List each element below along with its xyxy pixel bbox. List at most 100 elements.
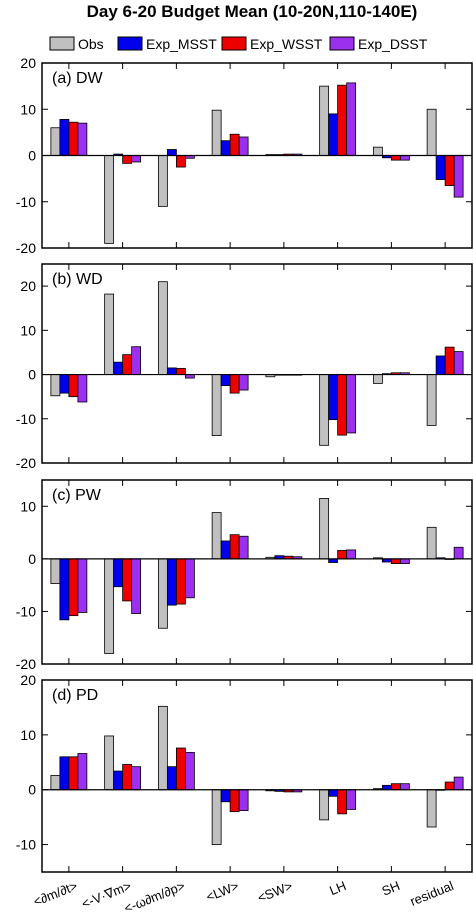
bar-exp-wsst-6 bbox=[337, 550, 348, 560]
bar-exp-dsst-7 bbox=[399, 155, 410, 161]
bar-exp-dsst-8 bbox=[453, 546, 464, 560]
y-tick-label: -10 bbox=[16, 194, 36, 210]
bar-exp-wsst-3 bbox=[175, 747, 186, 791]
y-tick-label: 0 bbox=[28, 782, 36, 798]
bar-exp-dsst-6 bbox=[346, 82, 357, 156]
bar-exp-dsst-4 bbox=[238, 374, 249, 391]
bar-exp-msst-6 bbox=[328, 113, 339, 156]
bar-obs-8 bbox=[426, 526, 437, 560]
y-tick-label: 10 bbox=[20, 101, 36, 117]
panel-frame bbox=[41, 679, 473, 873]
y-tick-label: 10 bbox=[20, 322, 36, 338]
legend-label: Obs bbox=[78, 36, 104, 52]
bar-exp-dsst-1 bbox=[77, 753, 88, 791]
bar-exp-msst-3 bbox=[166, 149, 177, 156]
bar-exp-wsst-1 bbox=[68, 558, 79, 617]
bar-obs-2 bbox=[104, 293, 115, 375]
legend: Obs Exp_MSST Exp_WSST Exp_DSST bbox=[49, 36, 428, 52]
bar-obs-2 bbox=[104, 735, 115, 791]
bar-obs-6 bbox=[319, 789, 330, 821]
bar-exp-msst-4 bbox=[220, 140, 231, 156]
legend-label: Exp_MSST bbox=[146, 36, 217, 52]
bar-obs-1 bbox=[50, 775, 61, 791]
legend-item-exp-dsst: Exp_DSST bbox=[329, 36, 428, 52]
bar-exp-dsst-3 bbox=[184, 558, 195, 599]
bar-exp-wsst-3 bbox=[175, 367, 186, 375]
bar-exp-wsst-6 bbox=[337, 374, 348, 436]
y-tick-label: 0 bbox=[28, 148, 36, 164]
panel-2: 20 10 0 -10 -20 (b) WD bbox=[16, 263, 473, 471]
panel-label: (d) PD bbox=[52, 687, 98, 704]
legend-item-obs: Obs bbox=[49, 36, 104, 52]
bar-exp-wsst-4 bbox=[229, 374, 240, 394]
y-tick-label: 0 bbox=[28, 551, 36, 567]
y-tick-label: 10 bbox=[20, 498, 36, 514]
bar-exp-wsst-6 bbox=[337, 789, 348, 815]
bar-obs-4 bbox=[211, 374, 222, 436]
bar-obs-1 bbox=[50, 374, 61, 397]
y-tick-label: -20 bbox=[16, 656, 36, 672]
bar-obs-4 bbox=[211, 789, 222, 845]
panel-3: 10 0 -10 -20 (c) PW bbox=[16, 479, 473, 672]
bar-exp-dsst-2 bbox=[131, 346, 142, 375]
bar-exp-dsst-8 bbox=[453, 351, 464, 375]
bar-obs-7 bbox=[372, 374, 383, 384]
x-axis-category-labels: <∂m/∂t> <-V·∇m><-ω∂m/∂p> <LW> <SW> LH SH resid… bbox=[31, 878, 456, 912]
bar-exp-dsst-6 bbox=[346, 374, 357, 434]
legend-swatch bbox=[221, 36, 247, 51]
y-tick-label: -10 bbox=[16, 411, 36, 427]
bar-exp-wsst-4 bbox=[229, 133, 240, 156]
bar-exp-wsst-1 bbox=[68, 121, 79, 156]
y-tick-label: -20 bbox=[16, 455, 36, 471]
bar-obs-8 bbox=[426, 108, 437, 156]
bar-exp-dsst-2 bbox=[131, 558, 142, 614]
y-tick-label: 20 bbox=[20, 55, 36, 71]
legend-item-exp-wsst: Exp_WSST bbox=[221, 36, 323, 52]
bar-exp-wsst-2 bbox=[122, 764, 133, 791]
panel-label: (b) WD bbox=[52, 271, 103, 288]
bar-exp-dsst-6 bbox=[346, 789, 357, 810]
bar-exp-msst-4 bbox=[220, 374, 231, 387]
bar-obs-8 bbox=[426, 374, 437, 426]
bar-exp-wsst-8 bbox=[444, 346, 455, 375]
bar-exp-wsst-3 bbox=[175, 558, 186, 605]
legend-label: Exp_WSST bbox=[250, 36, 323, 52]
bar-exp-dsst-8 bbox=[453, 155, 464, 198]
bar-obs-2 bbox=[104, 155, 115, 244]
bar-exp-dsst-4 bbox=[238, 136, 249, 156]
bar-exp-dsst-1 bbox=[77, 558, 88, 613]
legend-swatch bbox=[117, 36, 143, 51]
bar-exp-dsst-8 bbox=[453, 776, 464, 791]
bar-exp-dsst-7 bbox=[399, 783, 410, 791]
bar-exp-wsst-6 bbox=[337, 84, 348, 156]
category-label: LH bbox=[327, 878, 348, 898]
panel-label: (c) PW bbox=[52, 487, 102, 504]
bar-obs-8 bbox=[426, 789, 437, 828]
bar-exp-dsst-1 bbox=[77, 122, 88, 156]
bar-exp-wsst-2 bbox=[122, 558, 133, 602]
bar-exp-dsst-7 bbox=[399, 558, 410, 564]
category-label: <∂m/∂t> bbox=[31, 878, 79, 909]
bar-exp-msst-2 bbox=[113, 770, 124, 791]
bar-exp-wsst-4 bbox=[229, 789, 240, 813]
bar-obs-4 bbox=[211, 512, 222, 560]
chart-panels: 20 10 0 -10 -20 (a) DW 20 10 0 -10 -20 (b) WD 10 0 -10… bbox=[16, 55, 473, 873]
bar-exp-wsst-7 bbox=[390, 783, 401, 791]
panel-frame bbox=[41, 479, 473, 665]
bar-exp-wsst-2 bbox=[122, 155, 133, 164]
bar-exp-dsst-2 bbox=[131, 766, 142, 791]
panel-label: (a) DW bbox=[52, 70, 104, 87]
panel-1: 20 10 0 -10 -20 (a) DW bbox=[16, 55, 473, 256]
bar-obs-1 bbox=[50, 127, 61, 156]
category-label: residual bbox=[408, 878, 456, 909]
bar-exp-msst-6 bbox=[328, 789, 339, 797]
bar-exp-wsst-8 bbox=[444, 155, 455, 186]
bar-exp-msst-1 bbox=[59, 374, 70, 394]
bar-exp-dsst-6 bbox=[346, 549, 357, 560]
y-tick-label: 10 bbox=[20, 727, 36, 743]
bar-exp-msst-8 bbox=[435, 155, 446, 180]
legend-label: Exp_DSST bbox=[358, 36, 428, 52]
bar-exp-wsst-7 bbox=[390, 155, 401, 161]
category-label: <LW> bbox=[204, 878, 241, 905]
legend-swatch bbox=[49, 36, 75, 51]
